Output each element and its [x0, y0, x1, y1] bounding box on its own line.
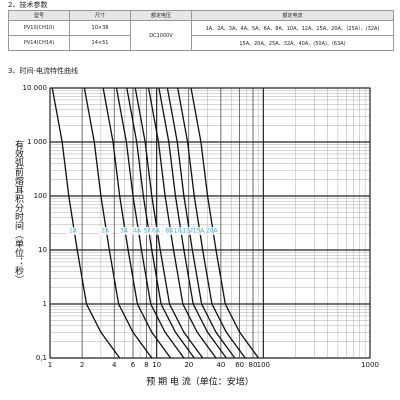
series-label-bg	[173, 227, 186, 235]
series-label: 2A	[101, 228, 110, 235]
x-axis-label: 预 期 电 流（单位：安培）	[146, 376, 254, 388]
curve	[115, 87, 185, 359]
y-tick-label: 0,1	[36, 354, 47, 362]
series-label-bg	[192, 227, 205, 235]
curve	[83, 87, 153, 359]
x-tick-label: 1	[48, 361, 52, 369]
spec-table: 型号 尺寸 额定电压 额定电流 PV10(CH10) 10×38 DC1000V 1A、2A、…	[8, 10, 394, 51]
series-label: 12A	[182, 228, 195, 235]
x-tick-label: 20	[184, 361, 193, 369]
series-label: 6A	[152, 228, 161, 235]
series-label: 1A	[69, 228, 78, 235]
x-tick-label: 2	[80, 361, 84, 369]
table-cell: 14×51	[69, 35, 131, 51]
x-tick-label: 80	[249, 361, 258, 369]
series-label-bg	[117, 227, 130, 235]
series-label: 3A	[120, 228, 129, 235]
series-label: 5A	[144, 228, 153, 235]
series-label-bg	[67, 227, 80, 235]
y-tick-label: 1	[43, 300, 47, 308]
curve	[102, 87, 172, 359]
x-tick-label: 4	[112, 361, 117, 369]
series-label: 10A	[174, 228, 187, 235]
curve	[126, 87, 195, 359]
series-label: 4A	[133, 228, 142, 235]
series-label: 8A	[165, 228, 174, 235]
series-label: 20A	[206, 228, 219, 235]
curve	[134, 87, 204, 359]
curve	[177, 87, 246, 359]
x-tick-label: 8	[144, 361, 148, 369]
series-label-bg	[99, 227, 112, 235]
section-heading: 2、技术参数	[8, 1, 48, 9]
table-row: PV14(CH14) 14×51 15A、20A、25A、32A、40A、(50A)…	[8, 35, 394, 51]
y-tick-label: 100	[34, 192, 47, 200]
table-cell: DC1000V	[130, 20, 192, 51]
section-heading: 3、时间-电流特性曲线	[8, 67, 78, 75]
series-label-bg	[131, 227, 144, 235]
y-tick-label: 10 000	[23, 84, 48, 92]
curve	[158, 87, 227, 359]
curve	[51, 87, 121, 359]
curve	[190, 87, 259, 359]
x-tick-label: 40	[216, 361, 225, 369]
y-axis-label: 有效弧前熔耳积分时间（单位：秒）	[13, 139, 24, 284]
x-tick-label: 6	[131, 361, 136, 369]
series-label-bg	[182, 227, 195, 235]
series-label-bg	[141, 227, 154, 235]
x-tick-label: 1000	[361, 361, 379, 369]
x-tick-label: 60	[235, 361, 244, 369]
y-tick-label: 10	[38, 246, 47, 254]
x-tick-label: 10	[152, 361, 161, 369]
series-label-bg	[150, 227, 163, 235]
table-cell: 15A、20A、25A、32A、40A、(50A)、(63A)	[191, 35, 394, 51]
curve	[147, 87, 217, 359]
plot-frame	[49, 87, 371, 359]
series-label: 15A	[193, 228, 206, 235]
x-tick-label: 100	[257, 361, 270, 369]
curve	[166, 87, 236, 359]
y-tick-label: 1 000	[27, 138, 47, 146]
series-label-bg	[163, 227, 176, 235]
series-label-bg	[205, 227, 218, 235]
